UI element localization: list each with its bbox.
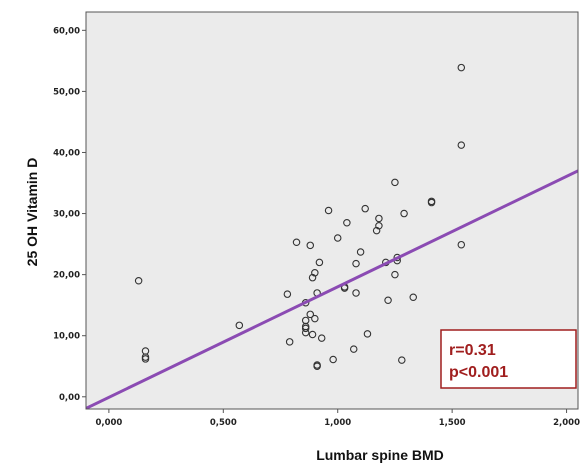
y-tick-label: 30,00: [53, 210, 80, 220]
data-point: [308, 330, 317, 339]
x-tick-label: 1,500: [439, 418, 466, 428]
data-point: [301, 328, 310, 337]
data-point: [391, 178, 399, 187]
data-point: [315, 258, 324, 267]
data-point: [301, 324, 310, 333]
plot-border: [85, 11, 579, 410]
data-point: [363, 330, 372, 338]
annotation-box: r=0.31 p<0.001: [440, 329, 577, 389]
y-axis: 0,00 10,00 20,00 30,00 40,00 50,00 60,00: [53, 26, 86, 403]
data-point: [352, 289, 360, 297]
x-axis-label: Lumbar spine BMD: [316, 447, 444, 463]
data-point: [306, 310, 315, 319]
data-point: [356, 248, 365, 256]
y-tick-label: 60,00: [53, 26, 80, 36]
data-point: [313, 362, 321, 370]
data-point: [329, 355, 337, 364]
data-point: [375, 214, 383, 223]
data-point: [375, 222, 383, 230]
y-tick-label: 50,00: [53, 87, 80, 97]
data-point: [285, 338, 294, 346]
data-point: [317, 334, 326, 342]
data-point: [400, 209, 408, 218]
data-point: [292, 238, 301, 247]
annotation-pvalue: p<0.001: [449, 364, 508, 381]
data-point: [134, 276, 143, 285]
data-point: [457, 63, 466, 72]
x-axis: 0,000 0,500 1,000 1,500 2,000: [95, 409, 580, 428]
data-point: [457, 141, 466, 149]
regression-line: [86, 169, 578, 409]
y-axis-label: 25 OH Vitamin D: [24, 158, 40, 267]
y-tick-label: 0,00: [59, 393, 80, 403]
data-point: [427, 198, 436, 207]
data-point: [333, 234, 342, 242]
data-point: [324, 206, 333, 215]
x-tick-label: 0,500: [210, 418, 237, 428]
data-point: [343, 218, 351, 227]
annotation-correlation: r=0.31: [449, 342, 496, 359]
data-point: [361, 204, 369, 213]
data-point: [398, 356, 406, 364]
y-tick-label: 10,00: [53, 332, 80, 342]
data-point: [141, 355, 150, 363]
data-point: [409, 293, 417, 301]
data-point: [306, 241, 315, 250]
x-tick-label: 0,000: [95, 418, 122, 428]
x-tick-label: 2,000: [553, 418, 580, 428]
data-point: [457, 240, 466, 249]
data-point: [384, 296, 392, 305]
data-point: [349, 345, 358, 353]
data-point: [311, 269, 319, 277]
data-point: [352, 259, 360, 268]
x-tick-label: 1,000: [324, 418, 351, 428]
y-tick-label: 20,00: [53, 271, 80, 281]
y-tick-label: 40,00: [53, 148, 80, 158]
data-point: [235, 321, 244, 330]
data-point: [283, 290, 292, 298]
data-point: [391, 270, 399, 279]
data-point: [311, 314, 319, 323]
